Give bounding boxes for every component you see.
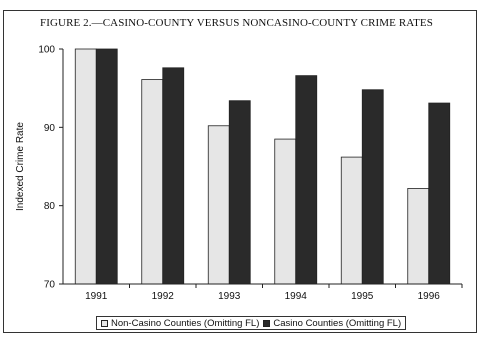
legend-label-casino: Casino Counties (Omitting FL) [273, 317, 402, 329]
legend-swatch-casino [263, 319, 271, 327]
legend-item-non-casino: Non-Casino Counties (Omitting FL) [101, 318, 259, 329]
y-axis-title: Indexed Crime Rate [15, 122, 26, 211]
y-tick-label-80: 80 [44, 201, 56, 212]
bar-casino-1995 [361, 89, 384, 285]
y-tick-label-100: 100 [38, 45, 55, 56]
x-tick-label-1996: 1996 [418, 291, 441, 302]
y-tick-label-90: 90 [44, 123, 56, 134]
y-axis-ticks: 70 80 90 100 [38, 45, 63, 291]
y-tick-label-70: 70 [44, 280, 56, 291]
bar-non-casino-1991 [74, 48, 97, 285]
bar-casino-1996 [428, 102, 451, 285]
legend: Non-Casino Counties (Omitting FL) Casino… [96, 316, 407, 330]
bar-non-casino-1996 [407, 188, 430, 285]
bar-casino-1993 [228, 100, 251, 285]
chart-title: FIGURE 2.—CASINO-COUNTY VERSUS NONCASINO… [40, 17, 433, 29]
figure-frame [3, 10, 477, 333]
x-tick-label-1991: 1991 [85, 291, 108, 302]
x-tick-label-1992: 1992 [152, 291, 175, 302]
legend-item-casino: Casino Counties (Omitting FL) [263, 318, 401, 329]
bar-non-casino-1995 [340, 156, 363, 285]
x-tick-label-1995: 1995 [351, 291, 374, 302]
bar-non-casino-1993 [207, 125, 230, 285]
x-tick-label-1994: 1994 [285, 291, 308, 302]
legend-label-non-casino: Non-Casino Counties (Omitting FL) [111, 317, 260, 329]
bars-layer [74, 48, 451, 285]
bar-casino-1992 [162, 67, 185, 285]
bar-non-casino-1994 [274, 138, 297, 285]
bar-non-casino-1992 [141, 79, 164, 285]
legend-swatch-non-casino [101, 319, 108, 327]
x-tick-label-1993: 1993 [218, 291, 241, 302]
x-axis-ticks: 1991 1992 1993 1994 1995 1996 [85, 284, 463, 302]
bar-casino-1991 [95, 48, 118, 285]
bar-casino-1994 [295, 75, 318, 285]
